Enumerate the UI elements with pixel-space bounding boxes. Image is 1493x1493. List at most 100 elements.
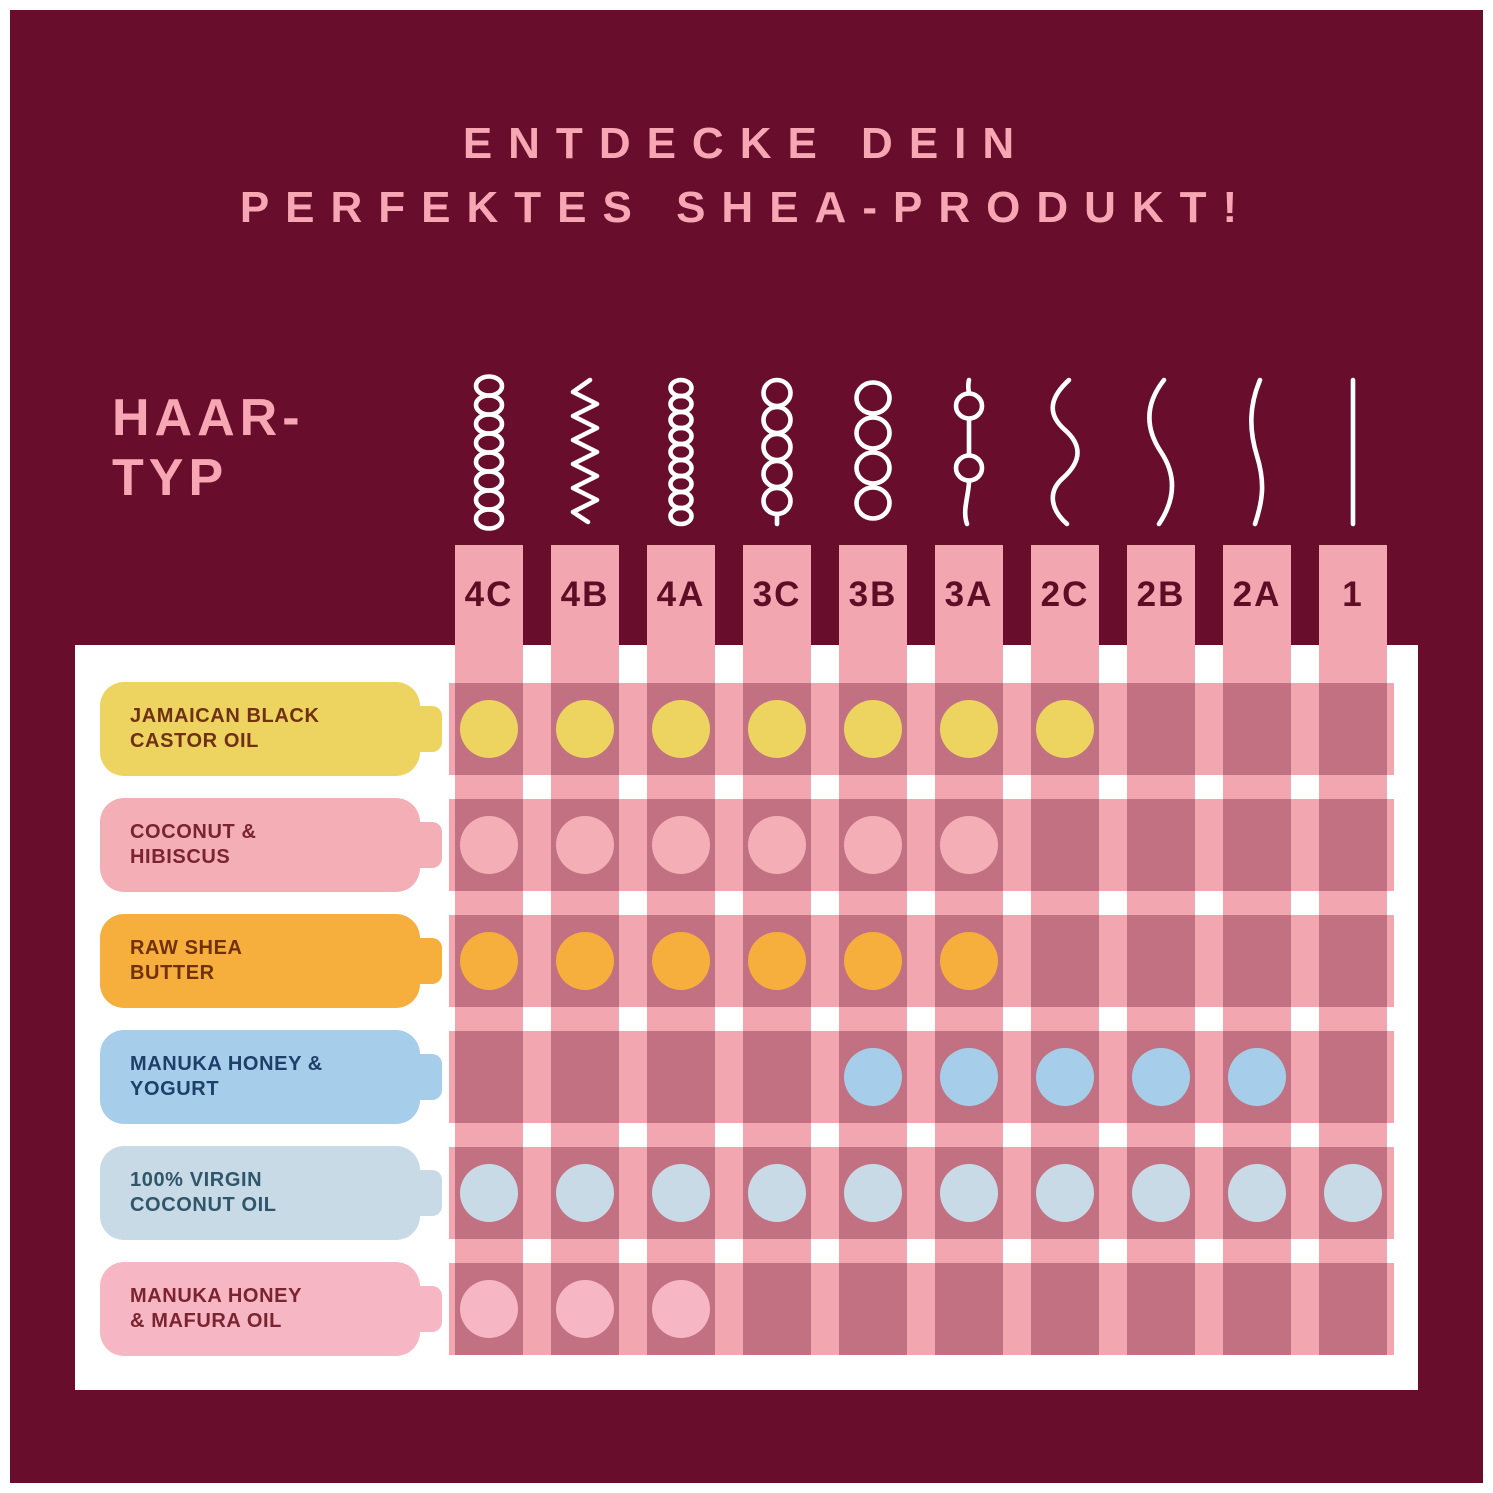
wave-icon bbox=[1131, 372, 1191, 532]
matrix-cell bbox=[1031, 915, 1099, 1007]
hair-type-header-2b: 2B bbox=[1136, 575, 1186, 614]
match-dot-4b bbox=[556, 1164, 614, 1222]
axis-label-line-2: TYP bbox=[112, 449, 229, 507]
product-label-text: RAW SHEA BUTTER bbox=[100, 936, 243, 986]
matrix-cell bbox=[551, 1031, 619, 1123]
page-title: ENTDECKE DEIN PERFEKTES SHEA-PRODUKT! bbox=[0, 112, 1493, 240]
match-dot-4c bbox=[460, 700, 518, 758]
title-line-1: ENTDECKE DEIN bbox=[462, 119, 1031, 168]
match-dot-4c bbox=[460, 816, 518, 874]
match-dot-3a bbox=[940, 1164, 998, 1222]
match-dot-2c bbox=[1036, 1164, 1094, 1222]
product-name-line-1: 100% VIRGIN bbox=[130, 1169, 263, 1191]
match-dot-3b bbox=[844, 932, 902, 990]
matrix-cell bbox=[1127, 799, 1195, 891]
bottle-cap-icon bbox=[416, 938, 442, 984]
hair-type-header-4b: 4B bbox=[560, 575, 610, 614]
product-name-line-1: COCONUT & bbox=[130, 821, 257, 843]
match-dot-3c bbox=[748, 700, 806, 758]
match-dot-3c bbox=[748, 1164, 806, 1222]
match-dot-3c bbox=[748, 932, 806, 990]
match-dot-3a bbox=[940, 700, 998, 758]
product-name-line-2: COCONUT OIL bbox=[130, 1194, 277, 1216]
bottle-cap-icon bbox=[416, 822, 442, 868]
match-dot-4a bbox=[652, 816, 710, 874]
product-label: 100% VIRGIN COCONUT OIL bbox=[100, 1146, 442, 1240]
match-dot-2b bbox=[1132, 1048, 1190, 1106]
bottle-cap-icon bbox=[416, 706, 442, 752]
bottle-cap-icon bbox=[416, 1170, 442, 1216]
bottle-cap-icon bbox=[416, 1286, 442, 1332]
matrix-cell bbox=[1319, 915, 1387, 1007]
match-dot-2a bbox=[1228, 1164, 1286, 1222]
match-dot-4a bbox=[652, 1164, 710, 1222]
matrix-cell bbox=[1223, 683, 1291, 775]
match-dot-3b bbox=[844, 816, 902, 874]
product-label-text: COCONUT & HIBISCUS bbox=[100, 820, 257, 870]
product-label-text: MANUKA HONEY & MAFURA OIL bbox=[100, 1284, 302, 1334]
match-dot-4b bbox=[556, 700, 614, 758]
match-dot-3a bbox=[940, 816, 998, 874]
product-label-text: MANUKA HONEY & YOGURT bbox=[100, 1052, 323, 1102]
matrix-cell bbox=[935, 1263, 1003, 1355]
matrix-cell bbox=[1319, 799, 1387, 891]
title-line-2: PERFEKTES SHEA-PRODUKT! bbox=[239, 183, 1254, 232]
match-dot-2c bbox=[1036, 1048, 1094, 1106]
zigzag-icon bbox=[555, 372, 615, 532]
loops-icon bbox=[843, 372, 903, 532]
matrix-cell bbox=[1031, 1263, 1099, 1355]
match-dot-4a bbox=[652, 700, 710, 758]
matrix-cell bbox=[839, 1263, 907, 1355]
product-name-line-1: JAMAICAN BLACK bbox=[130, 705, 320, 727]
match-dot-4b bbox=[556, 816, 614, 874]
product-label: RAW SHEA BUTTER bbox=[100, 914, 442, 1008]
match-dot-3a bbox=[940, 932, 998, 990]
match-dot-4c bbox=[460, 1164, 518, 1222]
matrix-cell bbox=[1127, 683, 1195, 775]
matrix-cell bbox=[647, 1031, 715, 1123]
product-label: MANUKA HONEY & YOGURT bbox=[100, 1030, 442, 1124]
match-dot-3a bbox=[940, 1048, 998, 1106]
match-dot-3b bbox=[844, 700, 902, 758]
product-name-line-2: HIBISCUS bbox=[130, 846, 231, 868]
match-dot-4a bbox=[652, 1280, 710, 1338]
match-dot-1 bbox=[1324, 1164, 1382, 1222]
product-label: JAMAICAN BLACK CASTOR OIL bbox=[100, 682, 442, 776]
product-label: MANUKA HONEY & MAFURA OIL bbox=[100, 1262, 442, 1356]
matrix-cell bbox=[743, 1263, 811, 1355]
match-dot-2c bbox=[1036, 700, 1094, 758]
product-label-text: JAMAICAN BLACK CASTOR OIL bbox=[100, 704, 320, 754]
matrix-cell bbox=[743, 1031, 811, 1123]
match-dot-2b bbox=[1132, 1164, 1190, 1222]
match-dot-4c bbox=[460, 1280, 518, 1338]
bottle-cap-icon bbox=[416, 1054, 442, 1100]
product-name-line-1: MANUKA HONEY & bbox=[130, 1053, 323, 1075]
wave-soft-icon bbox=[1227, 372, 1287, 532]
matrix-cell bbox=[1031, 799, 1099, 891]
hair-type-header-2a: 2A bbox=[1232, 575, 1282, 614]
matrix-cell bbox=[1319, 683, 1387, 775]
matrix-cell bbox=[1127, 1263, 1195, 1355]
matrix-cell bbox=[1223, 799, 1291, 891]
loops-loose-icon bbox=[939, 372, 999, 532]
hair-type-header-3c: 3C bbox=[752, 575, 802, 614]
match-dot-4a bbox=[652, 932, 710, 990]
product-name-line-2: CASTOR OIL bbox=[130, 730, 259, 752]
match-dot-2a bbox=[1228, 1048, 1286, 1106]
hair-type-header-3a: 3A bbox=[944, 575, 994, 614]
matrix-cell bbox=[1319, 1263, 1387, 1355]
straight-icon bbox=[1323, 372, 1383, 532]
match-dot-3c bbox=[748, 816, 806, 874]
product-name-line-2: & MAFURA OIL bbox=[130, 1310, 282, 1332]
product-name-line-1: RAW SHEA bbox=[130, 937, 243, 959]
match-dot-3b bbox=[844, 1164, 902, 1222]
product-label-text: 100% VIRGIN COCONUT OIL bbox=[100, 1168, 277, 1218]
axis-label-line-1: HAAR- bbox=[112, 389, 305, 447]
hair-type-header-2c: 2C bbox=[1040, 575, 1090, 614]
matrix-cell bbox=[1223, 1263, 1291, 1355]
hair-type-axis-label: HAAR- TYP bbox=[112, 388, 305, 508]
product-label: COCONUT & HIBISCUS bbox=[100, 798, 442, 892]
match-dot-4b bbox=[556, 1280, 614, 1338]
coil-tight-icon bbox=[459, 372, 519, 532]
